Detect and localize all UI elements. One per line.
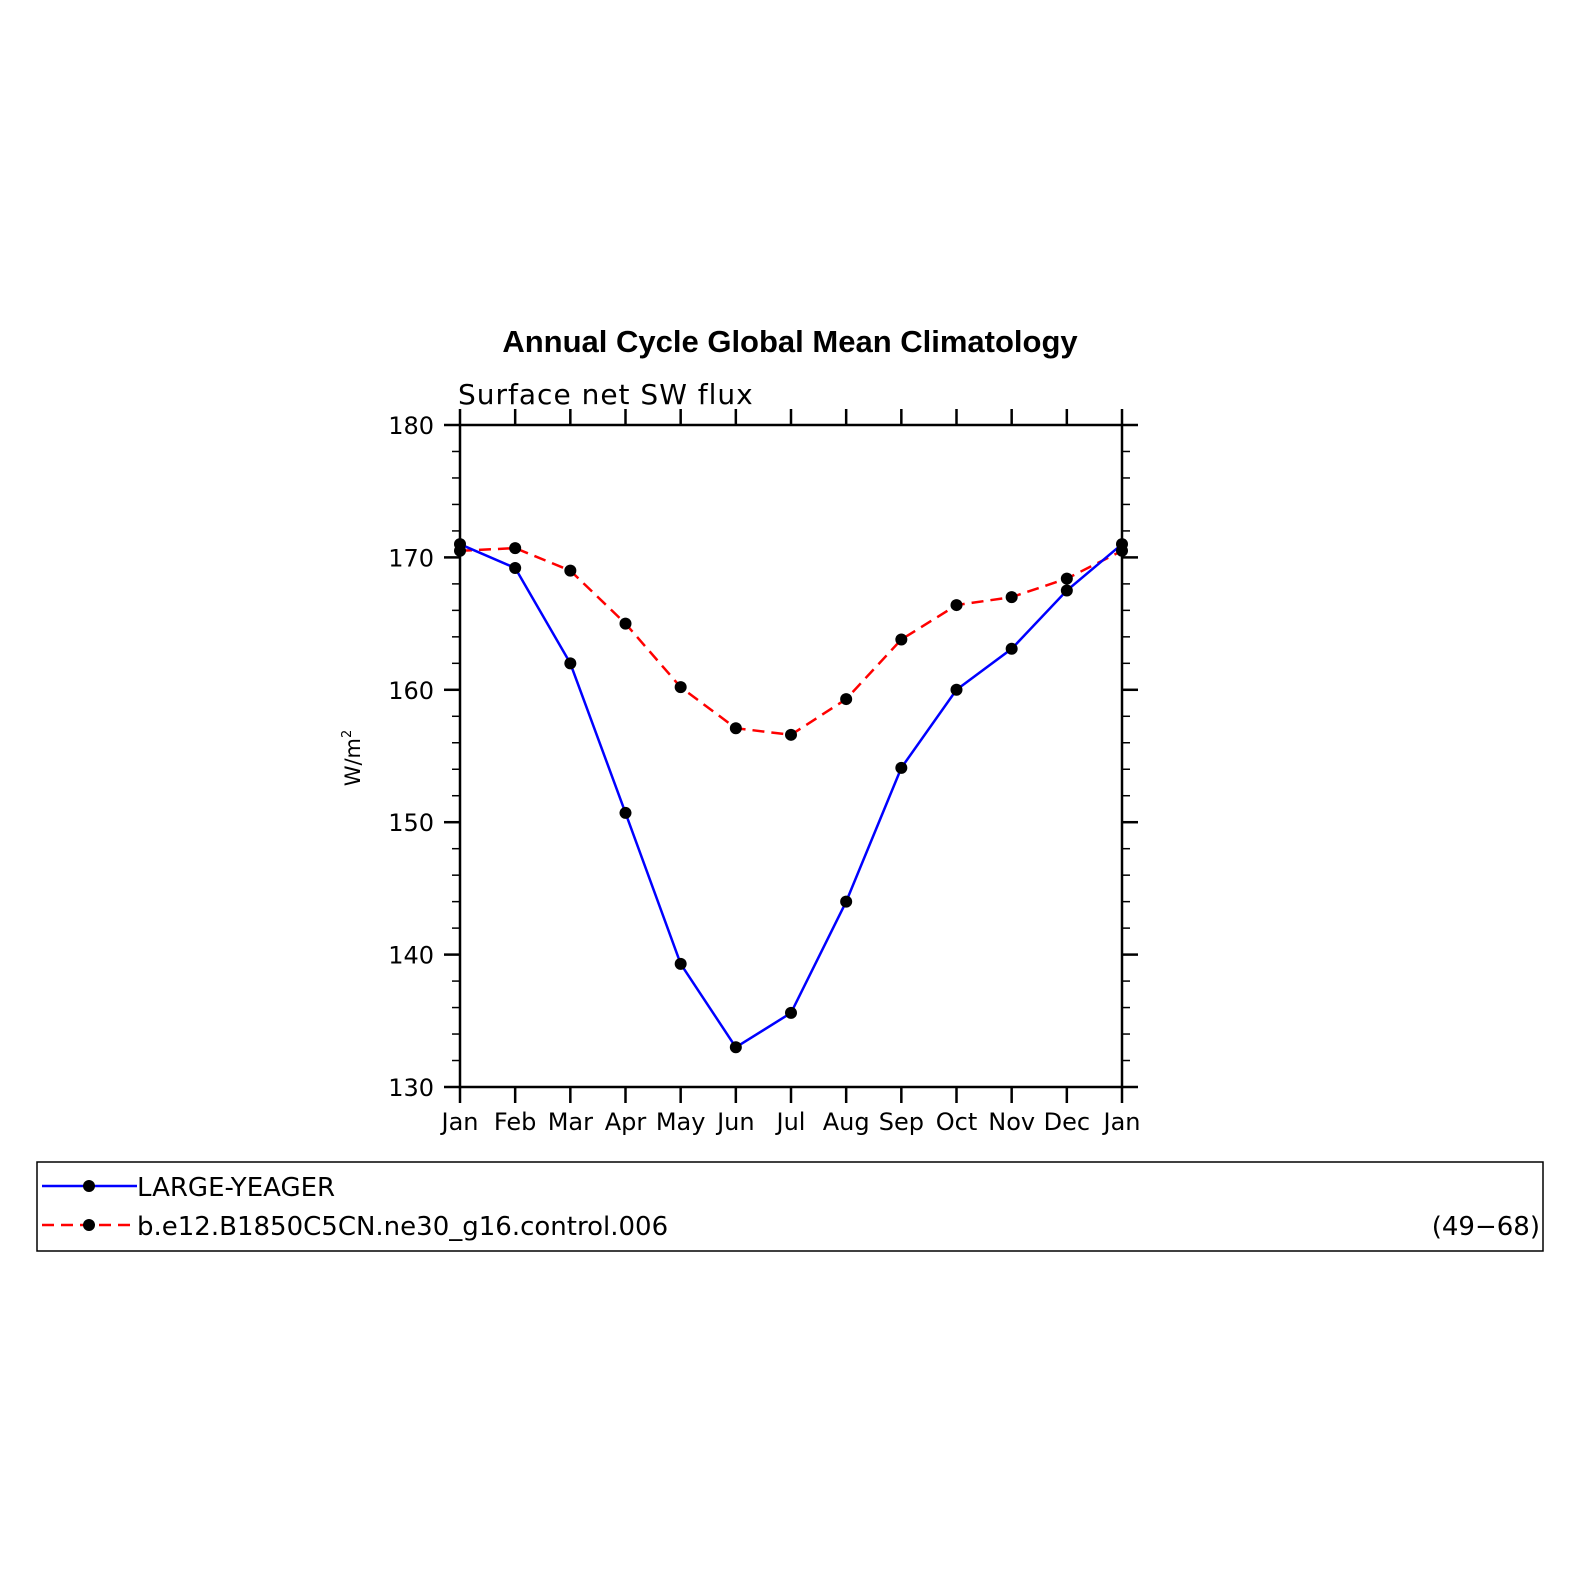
legend-years-range: (49−68)	[1432, 1212, 1540, 1242]
y-tick-label: 140	[388, 942, 434, 970]
x-tick-label: Sep	[879, 1108, 924, 1136]
series-0-point	[895, 761, 908, 774]
y-tick-label: 150	[388, 809, 434, 837]
series-0-point	[619, 806, 632, 819]
legend-label-control-run: b.e12.B1850C5CN.ne30_g16.control.006	[137, 1212, 668, 1242]
x-tick-label: Mar	[548, 1108, 593, 1136]
series-1-point	[785, 728, 797, 741]
series-0-point	[1060, 584, 1073, 597]
legend-marker-0	[83, 1180, 95, 1192]
x-tick-label: Dec	[1044, 1108, 1090, 1136]
x-tick-label: Jan	[1102, 1108, 1141, 1136]
y-axis-label: W/m2	[340, 730, 365, 787]
plot-frame	[458, 423, 1124, 1089]
y-tick-label: 170	[388, 544, 434, 572]
y-tick-label: 180	[388, 412, 434, 440]
legend-marker-1	[83, 1219, 95, 1231]
series-0-point	[1005, 642, 1018, 655]
x-tick-label: Apr	[605, 1108, 647, 1136]
series-0-point	[454, 538, 466, 551]
x-tick-label: Nov	[988, 1108, 1035, 1136]
series-0-point	[950, 683, 963, 696]
y-tick-label: 130	[388, 1074, 434, 1102]
legend: LARGE-YEAGER b.e12.B1850C5CN.ne30_g16.co…	[42, 1173, 1540, 1242]
series-0-point	[1116, 538, 1128, 551]
series-1-point	[895, 633, 908, 646]
chart-subtitle: Surface net SW flux	[458, 378, 754, 411]
y-tick-label: 160	[388, 677, 434, 705]
y-axis-label-superscript: 2	[340, 730, 355, 738]
series-0-point	[785, 1006, 797, 1019]
series-layer	[454, 538, 1128, 1054]
legend-label-large-yeager: LARGE-YEAGER	[137, 1173, 335, 1203]
series-line-1	[459, 546, 1123, 737]
series-0-point	[674, 957, 687, 970]
x-tick-label: Oct	[936, 1108, 978, 1136]
y-axis-label-text: W/m	[341, 738, 365, 786]
x-tick-label: Jul	[775, 1108, 806, 1136]
series-line-0	[459, 543, 1123, 1050]
series-0-point	[729, 1041, 742, 1054]
series-1-point	[729, 722, 742, 735]
x-tick-label: Feb	[494, 1108, 537, 1136]
series-1-point	[564, 564, 577, 577]
series-1-point	[950, 599, 963, 612]
x-tick-label: Jan	[440, 1108, 479, 1136]
x-tick-label: May	[656, 1108, 706, 1136]
series-0-point	[509, 561, 522, 574]
x-tick-label: Jun	[715, 1108, 755, 1136]
series-1-point	[840, 693, 853, 706]
legend-box	[36, 1161, 1544, 1252]
series-0-point	[564, 657, 577, 670]
series-1-point	[509, 542, 522, 555]
series-1-point	[619, 617, 632, 630]
axes: 130 140 150 160 170 180 Jan Feb Mar Apr May Jun Jul A…	[388, 409, 1141, 1136]
series-1-point	[1005, 591, 1018, 604]
chart-title: Annual Cycle Global Mean Climatology	[502, 324, 1078, 359]
series-1-point	[1060, 572, 1073, 585]
x-tick-label: Aug	[823, 1108, 870, 1136]
series-0-point	[840, 895, 853, 908]
series-1-point	[674, 681, 687, 694]
